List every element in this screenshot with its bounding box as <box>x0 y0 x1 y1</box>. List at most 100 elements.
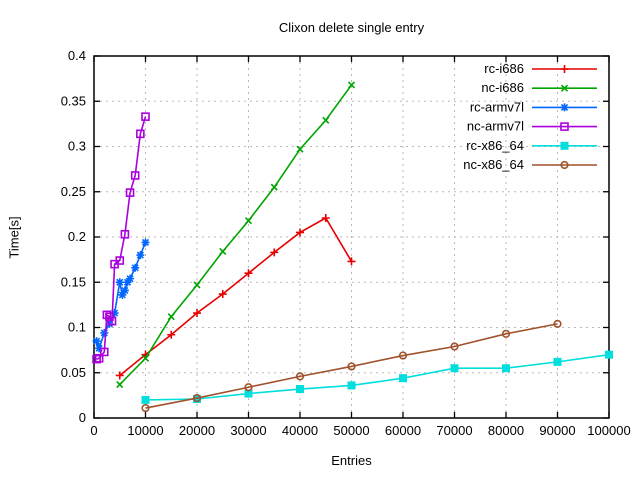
legend-item-rc-x86_64: rc-x86_64 <box>466 138 597 153</box>
filled-square-marker <box>502 364 510 373</box>
x-marker <box>560 84 569 92</box>
x-tick-label: 20000 <box>179 423 215 438</box>
x-marker <box>244 217 253 225</box>
open-square-marker <box>100 347 109 357</box>
y-tick-label: 0.2 <box>68 229 86 244</box>
x-marker <box>296 145 304 153</box>
chart-title: Clixon delete single entry <box>278 20 425 35</box>
open-square-marker <box>94 353 104 363</box>
x-axis-label: Entries <box>331 453 372 468</box>
x-marker <box>270 183 278 191</box>
open-square-marker <box>105 312 114 321</box>
series-line <box>145 353 610 401</box>
x-tick-label: 30000 <box>230 423 266 438</box>
x-marker <box>116 380 124 389</box>
y-tick-label: 0.1 <box>68 320 86 335</box>
open-circle-marker <box>244 383 253 392</box>
legend-item-nc-x86_64: nc-x86_64 <box>463 157 597 172</box>
asterisk-marker <box>93 337 101 345</box>
legend-label: nc-x86_64 <box>463 157 524 172</box>
filled-square-marker <box>560 141 569 150</box>
plus-marker <box>167 330 176 339</box>
filled-square-marker <box>193 394 201 403</box>
x-tick-label: 60000 <box>385 423 421 438</box>
open-square-marker <box>92 354 101 364</box>
legend-label: rc-x86_64 <box>466 138 524 153</box>
x-marker <box>193 281 201 289</box>
series-line <box>119 84 353 386</box>
x-tick-label: 80000 <box>488 423 524 438</box>
open-square-marker <box>107 316 117 326</box>
filled-square-marker <box>450 364 459 373</box>
axis-ticks <box>93 55 610 419</box>
open-circle-marker <box>560 160 569 170</box>
x-tick-label: 70000 <box>436 423 472 438</box>
y-tick-label: 0.35 <box>61 93 86 108</box>
plus-marker <box>270 248 279 257</box>
legend-label: nc-i686 <box>481 80 524 95</box>
legend-label: rc-armv7l <box>470 99 524 114</box>
legend: rc-i686 nc-i686 rc-armv7l nc-armv7l rc-x86_6… <box>463 61 597 172</box>
plus-marker <box>115 371 124 380</box>
asterisk-marker <box>560 103 569 111</box>
asterisk-marker <box>121 286 129 294</box>
open-circle-marker <box>501 329 511 338</box>
legend-item-rc-i686: rc-i686 <box>484 61 597 76</box>
y-tick-label: 0.4 <box>68 48 86 63</box>
series-nc-i686 <box>116 81 356 389</box>
open-square-marker <box>120 229 130 239</box>
series-rc-i686 <box>115 213 356 380</box>
filled-square-marker <box>347 381 356 390</box>
y-tick-label: 0.15 <box>61 274 86 289</box>
legend-item-nc-i686: nc-i686 <box>481 80 597 95</box>
series-line <box>145 323 558 409</box>
open-circle-marker <box>192 393 202 403</box>
x-tick-label: 50000 <box>333 423 369 438</box>
open-circle-marker <box>141 403 150 413</box>
plus-marker <box>296 228 304 237</box>
asterisk-marker <box>141 238 150 246</box>
plus-marker <box>560 65 569 73</box>
filled-square-marker <box>141 395 150 404</box>
filled-square-marker <box>244 389 253 398</box>
open-square-marker <box>136 129 145 139</box>
asterisk-marker <box>116 278 124 286</box>
x-tick-label: 40000 <box>282 423 318 438</box>
x-tick-label: 90000 <box>539 423 575 438</box>
x-tick-label: 100000 <box>587 423 630 438</box>
plus-marker <box>321 213 330 222</box>
legend-label: nc-armv7l <box>467 119 524 134</box>
open-circle-marker <box>347 362 356 371</box>
x-marker <box>167 313 175 321</box>
x-marker <box>219 247 227 256</box>
series-line <box>96 116 147 360</box>
y-tick-label: 0.3 <box>68 139 86 154</box>
open-square-marker <box>141 112 150 121</box>
plus-marker <box>193 309 201 318</box>
filled-square-marker <box>399 374 407 383</box>
filled-square-marker <box>605 350 613 359</box>
filled-square-marker <box>553 357 562 366</box>
open-square-marker <box>115 256 125 265</box>
x-marker <box>141 354 150 362</box>
open-square-marker <box>102 310 112 320</box>
series-nc-x86_64 <box>141 319 562 413</box>
series-rc-armv7l <box>92 238 150 353</box>
y-tick-label: 0 <box>79 410 86 425</box>
asterisk-marker <box>136 251 144 259</box>
y-tick-label: 0.25 <box>61 184 86 199</box>
open-square-marker <box>125 188 135 197</box>
x-marker <box>322 116 330 124</box>
open-circle-marker <box>398 351 408 360</box>
legend-label: rc-i686 <box>484 61 524 76</box>
plus-marker <box>347 257 356 266</box>
x-tick-label: 0 <box>90 423 97 438</box>
open-circle-marker <box>553 319 562 328</box>
legend-item-nc-armv7l: nc-armv7l <box>467 119 597 134</box>
open-square-marker <box>130 171 140 180</box>
plus-marker <box>218 290 227 299</box>
legend-item-rc-armv7l: rc-armv7l <box>470 99 597 114</box>
open-circle-marker <box>450 342 459 351</box>
